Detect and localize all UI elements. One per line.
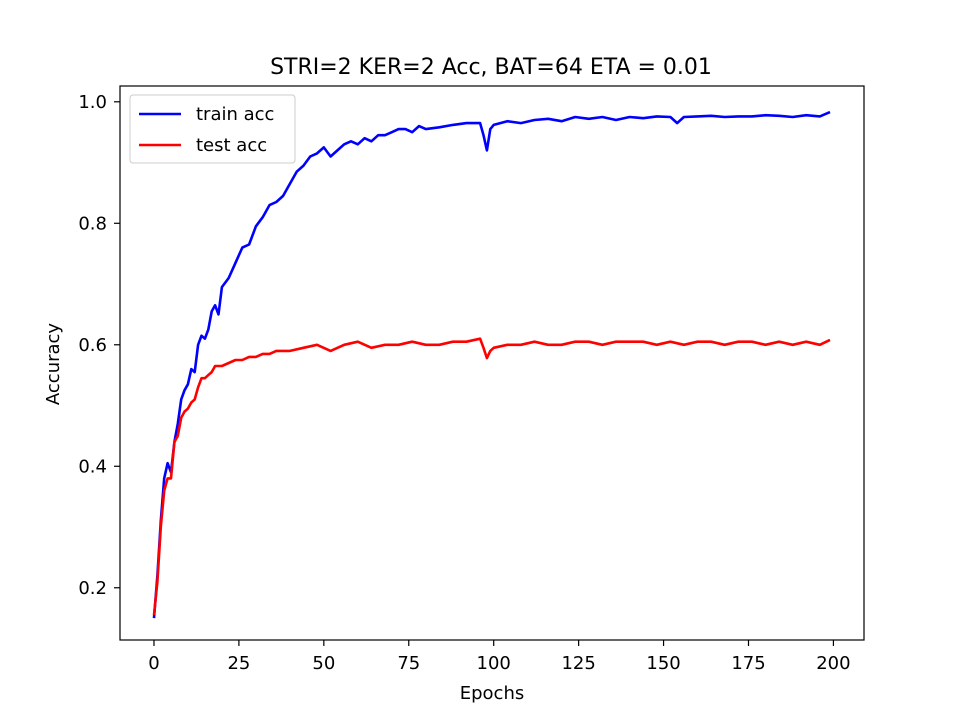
y-tick-label: 0.4 <box>78 456 107 477</box>
x-axis-ticks: 0 25 50 75 100 125 150 175 200 <box>148 640 851 674</box>
legend-label-train-acc: train acc <box>196 104 274 125</box>
x-tick-label: 50 <box>312 653 335 674</box>
x-tick-label: 100 <box>477 653 511 674</box>
y-tick-label: 1.0 <box>78 92 107 113</box>
plot-area-frame <box>119 85 865 641</box>
series-line-test-acc <box>152 337 831 616</box>
y-tick-label: 0.2 <box>78 578 107 599</box>
x-tick-label: 0 <box>148 653 159 674</box>
y-tick-label: 0.8 <box>78 213 107 234</box>
x-tick-label: 125 <box>561 653 595 674</box>
x-axis-label: Epochs <box>460 683 525 704</box>
legend-label-test-acc: test acc <box>196 135 267 156</box>
x-tick-label: 175 <box>731 653 765 674</box>
y-tick-label: 0.6 <box>78 335 107 356</box>
x-tick-label: 200 <box>816 653 850 674</box>
legend: train acc test acc <box>129 94 296 164</box>
y-axis-label: Accuracy <box>43 323 64 406</box>
x-tick-label: 75 <box>397 653 420 674</box>
chart-title: STRI=2 KER=2 Acc, BAT=64 ETA = 0.01 <box>270 55 712 80</box>
series-layer <box>152 110 831 619</box>
series-line-train-acc <box>152 110 831 619</box>
x-tick-label: 25 <box>227 653 250 674</box>
y-axis-ticks: 0.2 0.4 0.6 0.8 1.0 <box>78 92 120 599</box>
x-tick-label: 150 <box>646 653 680 674</box>
